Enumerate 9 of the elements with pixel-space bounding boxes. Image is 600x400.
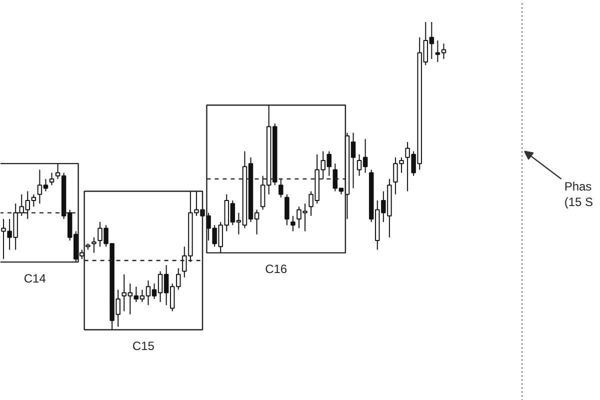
candlestick xyxy=(278,178,284,198)
candlestick xyxy=(49,172,54,186)
text: C15 xyxy=(132,338,155,353)
annotation: C16 xyxy=(265,262,288,276)
candlestick xyxy=(290,215,296,232)
candlestick xyxy=(284,194,290,226)
annotation: C14 xyxy=(24,271,46,286)
text: Phas (15 S xyxy=(564,180,594,210)
candlestick xyxy=(92,236,96,254)
